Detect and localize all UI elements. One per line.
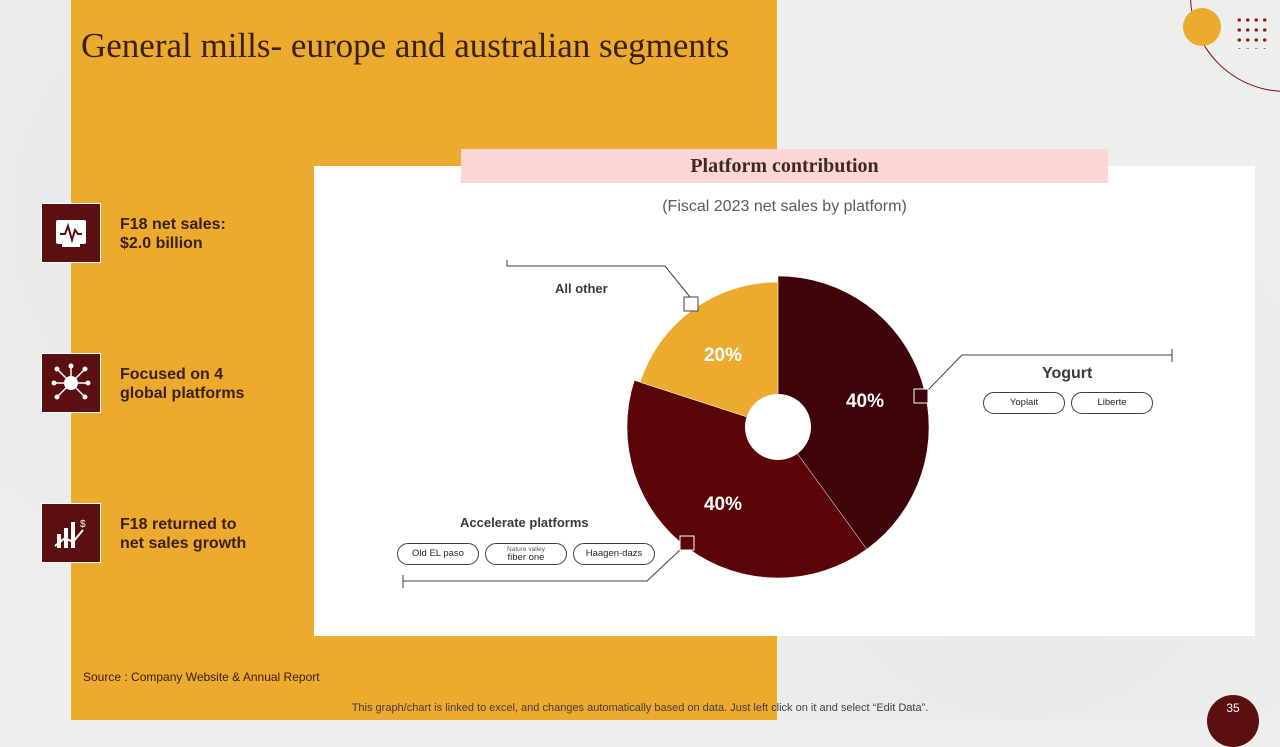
- decorative-dot-grid: [1235, 15, 1269, 49]
- category-label-accelerate: Accelerate platforms: [460, 515, 589, 530]
- data-label-yogurt: 40%: [846, 391, 884, 412]
- decorative-circle: [1183, 8, 1221, 46]
- leader-line-yogurt: [927, 354, 1172, 391]
- bar-growth-icon: $: [41, 503, 101, 563]
- brand-liberte: Liberte: [1097, 397, 1127, 408]
- brand-nature-valley: Nature valley: [507, 545, 545, 553]
- pie-chart: 40% 40% 20%: [402, 260, 1173, 588]
- page-number: 35: [1226, 701, 1240, 715]
- brand-old-el-paso: Old EL paso: [412, 548, 464, 559]
- leader-line-accelerate: [403, 549, 681, 582]
- page-number-badge: 35: [1207, 695, 1259, 747]
- brand-pill-fiber-one: Nature valley fiber one: [485, 543, 567, 565]
- footer-note: This graph/chart is linked to excel, and…: [351, 702, 929, 714]
- pie-center-hole: [745, 394, 811, 460]
- feature-sales-growth: F18 returned to net sales growth: [120, 515, 290, 553]
- brand-pill-liberte: Liberte: [1071, 392, 1153, 414]
- feature-net-sales-line1: F18 net sales:: [120, 216, 226, 233]
- brand-pill-old-el-paso: Old EL paso: [397, 543, 479, 565]
- data-label-accelerate-platforms: 40%: [704, 494, 742, 515]
- feature-net-sales: F18 net sales: $2.0 billion: [120, 215, 290, 253]
- data-label-all-other: 20%: [704, 345, 742, 366]
- marker-all-other: [683, 296, 699, 312]
- pie-slice-yogurt: [777, 275, 930, 550]
- brand-yoplait: Yoplait: [1009, 397, 1039, 408]
- slide-title: General mills- europe and australian seg…: [81, 26, 730, 65]
- svg-text:$: $: [80, 519, 86, 530]
- line-chart-icon: [41, 203, 101, 263]
- marker-accelerate: [679, 535, 695, 551]
- feature-sales-growth-line2: net sales growth: [120, 535, 247, 552]
- leader-line-all-other: [506, 260, 691, 298]
- chart-title-bar: Platform contribution: [461, 149, 1108, 183]
- brand-pill-haagen-dazs: Haagen-dazs: [573, 543, 655, 565]
- brand-fiber-one: fiber one: [507, 551, 545, 563]
- feature-global-platforms: Focused on 4 global platforms: [120, 365, 290, 403]
- chart-subtitle: (Fiscal 2023 net sales by platform): [662, 198, 907, 215]
- global-network-icon: [41, 353, 101, 413]
- feature-net-sales-line2: $2.0 billion: [120, 235, 203, 252]
- marker-yogurt: [913, 388, 929, 404]
- feature-global-platforms-line2: global platforms: [120, 385, 245, 402]
- feature-global-platforms-line1: Focused on 4: [120, 366, 224, 383]
- feature-sales-growth-line1: F18 returned to: [120, 516, 237, 533]
- chart-title: Platform contribution: [690, 154, 879, 177]
- brand-pill-yoplait: Yoplait: [983, 392, 1065, 414]
- brand-haagen-dazs: Haagen-dazs: [585, 548, 643, 559]
- category-label-yogurt: Yogurt: [1042, 365, 1093, 382]
- source-note: Source : Company Website & Annual Report: [83, 670, 320, 684]
- category-label-all-other: All other: [555, 281, 608, 296]
